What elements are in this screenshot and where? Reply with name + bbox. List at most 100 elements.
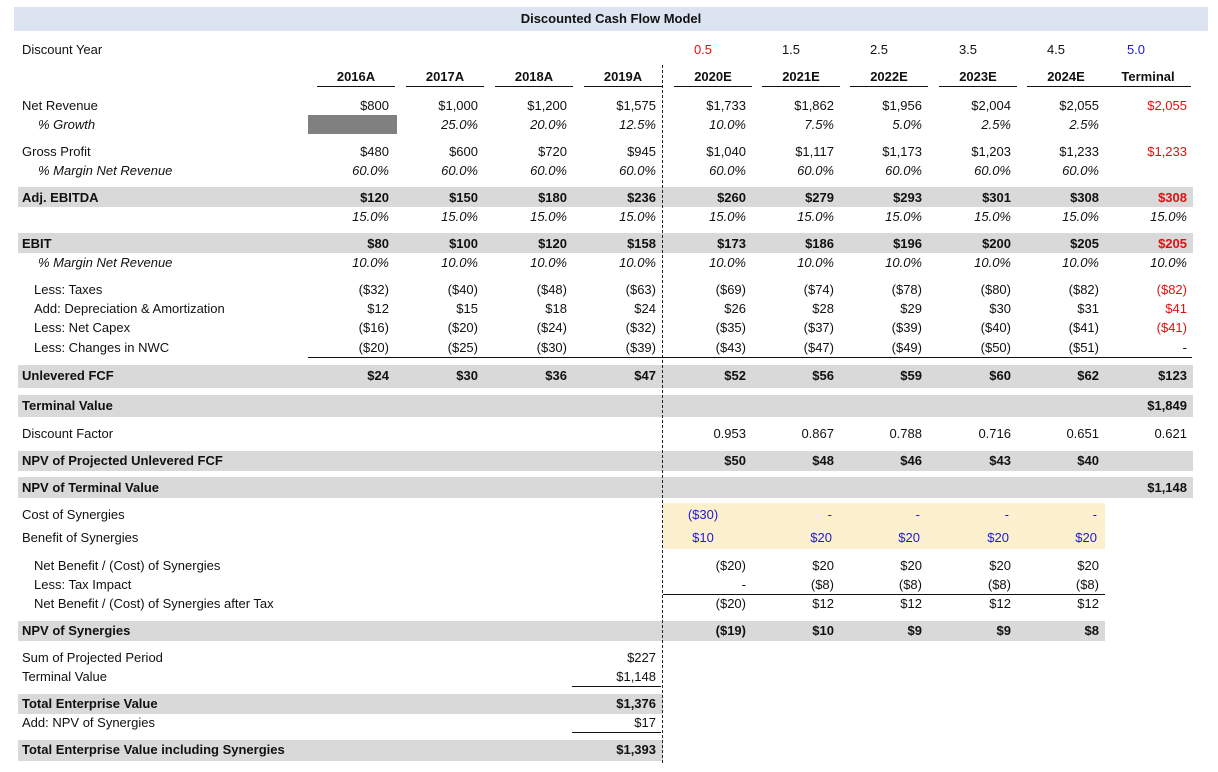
cell-taxes[interactable]: ($74) [803, 282, 834, 297]
cell-ebitda[interactable]: $150 [449, 190, 478, 205]
cell-taxes[interactable]: ($40) [447, 282, 478, 297]
cell-net-revenue[interactable]: $2,055 [1147, 98, 1187, 113]
cell-net-revenue[interactable]: $1,956 [882, 98, 922, 113]
cell-discount-factor[interactable]: 0.621 [1154, 426, 1187, 441]
cell-gp-margin[interactable]: 60.0% [530, 163, 567, 178]
discount-year-cell[interactable]: 3.5 [958, 42, 978, 57]
cell-ebit[interactable]: $186 [805, 236, 834, 251]
discount-year-cell[interactable]: 1.5 [781, 42, 801, 57]
cell-discount-factor[interactable]: 0.867 [801, 426, 834, 441]
cell-tax-impact[interactable]: - [741, 577, 746, 592]
cell-terminal-value[interactable]: $1,849 [1147, 398, 1187, 413]
cell-capex[interactable]: ($39) [891, 320, 922, 335]
cell-capex[interactable]: ($20) [447, 320, 478, 335]
cell-ebit[interactable]: $196 [893, 236, 922, 251]
cell-ebitda-margin[interactable]: 15.0% [619, 209, 656, 224]
cell-growth[interactable]: 12.5% [619, 117, 656, 132]
cell-da[interactable]: $29 [900, 301, 922, 316]
cell-net-revenue[interactable]: $2,004 [971, 98, 1011, 113]
cell-ebit-margin[interactable]: 10.0% [530, 255, 567, 270]
cell-gp-margin[interactable]: 60.0% [797, 163, 834, 178]
cell-growth[interactable]: 5.0% [892, 117, 922, 132]
cell-gross-profit[interactable]: $945 [627, 144, 656, 159]
summary-value-terminal-value[interactable]: $1,148 [616, 669, 656, 684]
cell-ebitda[interactable]: $120 [360, 190, 389, 205]
cell-da[interactable]: $15 [456, 301, 478, 316]
cell-gross-profit[interactable]: $1,173 [882, 144, 922, 159]
cell-taxes[interactable]: ($32) [358, 282, 389, 297]
cell-gross-profit[interactable]: $600 [449, 144, 478, 159]
cell-gp-margin[interactable]: 60.0% [441, 163, 478, 178]
cell-ufcf[interactable]: $60 [989, 368, 1011, 383]
cell-cost-syn[interactable]: - [1092, 507, 1097, 522]
cell-taxes[interactable]: ($82) [1156, 282, 1187, 297]
discount-year-cell[interactable]: 2.5 [869, 42, 889, 57]
cell-benefit-syn[interactable]: $20 [987, 530, 1009, 545]
cell-npv-fcf[interactable]: $43 [989, 453, 1011, 468]
cell-ebitda[interactable]: $236 [627, 190, 656, 205]
cell-nwc[interactable]: ($39) [625, 340, 656, 355]
cell-npv-syn[interactable]: $9 [996, 623, 1011, 638]
cell-nwc[interactable]: ($49) [891, 340, 922, 355]
cell-net-benefit[interactable]: $20 [1077, 558, 1099, 573]
cell-gp-margin[interactable]: 60.0% [1062, 163, 1099, 178]
cell-capex[interactable]: ($16) [358, 320, 389, 335]
cell-ebit-margin[interactable]: 10.0% [1150, 255, 1187, 270]
cell-gross-profit[interactable]: $1,203 [971, 144, 1011, 159]
cell-capex[interactable]: ($24) [536, 320, 567, 335]
cell-da[interactable]: $30 [989, 301, 1011, 316]
cell-nwc[interactable]: ($47) [803, 340, 834, 355]
cell-ebitda-margin[interactable]: 15.0% [1062, 209, 1099, 224]
cell-da[interactable]: $31 [1077, 301, 1099, 316]
cell-net-after-tax[interactable]: $12 [900, 596, 922, 611]
cell-growth[interactable]: 25.0% [441, 117, 478, 132]
cell-net-revenue[interactable]: $800 [360, 98, 389, 113]
cell-ebitda-margin[interactable]: 15.0% [441, 209, 478, 224]
cell-discount-factor[interactable]: 0.953 [713, 426, 746, 441]
cell-growth[interactable]: 2.5% [1069, 117, 1099, 132]
cell-npv-syn[interactable]: $10 [812, 623, 834, 638]
summary-value-tev[interactable]: $1,376 [616, 696, 656, 711]
cell-nwc[interactable]: ($30) [536, 340, 567, 355]
cell-taxes[interactable]: ($82) [1068, 282, 1099, 297]
cell-ebit-margin[interactable]: 10.0% [441, 255, 478, 270]
cell-ufcf[interactable]: $30 [456, 368, 478, 383]
cell-net-revenue[interactable]: $1,575 [616, 98, 656, 113]
cell-ufcf[interactable]: $123 [1158, 368, 1187, 383]
cell-cost-syn[interactable]: - [827, 507, 832, 522]
cell-ebit-margin[interactable]: 10.0% [352, 255, 389, 270]
cell-taxes[interactable]: ($48) [536, 282, 567, 297]
cell-ebit-margin[interactable]: 10.0% [974, 255, 1011, 270]
cell-net-benefit[interactable]: $20 [812, 558, 834, 573]
cell-net-after-tax[interactable]: ($20) [715, 596, 746, 611]
cell-nwc[interactable]: ($51) [1068, 340, 1099, 355]
cell-ebit[interactable]: $200 [982, 236, 1011, 251]
cell-growth[interactable]: 2.5% [981, 117, 1011, 132]
cell-net-benefit[interactable]: $20 [900, 558, 922, 573]
cell-taxes[interactable]: ($69) [715, 282, 746, 297]
cell-gp-margin[interactable]: 60.0% [709, 163, 746, 178]
cell-npv-fcf[interactable]: $50 [724, 453, 746, 468]
cell-net-after-tax[interactable]: $12 [989, 596, 1011, 611]
cell-da[interactable]: $26 [724, 301, 746, 316]
cell-net-revenue[interactable]: $2,055 [1059, 98, 1099, 113]
cell-ebitda-margin[interactable]: 15.0% [1150, 209, 1187, 224]
cell-capex[interactable]: ($35) [715, 320, 746, 335]
cell-ufcf[interactable]: $47 [634, 368, 656, 383]
cell-discount-factor[interactable]: 0.788 [889, 426, 922, 441]
cell-ufcf[interactable]: $52 [724, 368, 746, 383]
cell-npv-fcf[interactable]: $46 [900, 453, 922, 468]
cell-cost-syn[interactable]: ($30) [687, 507, 719, 522]
cell-net-after-tax[interactable]: $12 [812, 596, 834, 611]
cell-ebitda-margin[interactable]: 15.0% [885, 209, 922, 224]
cell-capex[interactable]: ($32) [625, 320, 656, 335]
cell-ufcf[interactable]: $56 [812, 368, 834, 383]
cell-ebit-margin[interactable]: 10.0% [619, 255, 656, 270]
cell-ebit-margin[interactable]: 10.0% [797, 255, 834, 270]
summary-value-tev-syn[interactable]: $1,393 [616, 742, 656, 757]
cell-npv-syn[interactable]: ($19) [715, 623, 746, 638]
cell-gross-profit[interactable]: $1,040 [706, 144, 746, 159]
cell-nwc[interactable]: ($25) [447, 340, 478, 355]
cell-benefit-syn[interactable]: $20 [898, 530, 920, 545]
cell-da[interactable]: $24 [634, 301, 656, 316]
